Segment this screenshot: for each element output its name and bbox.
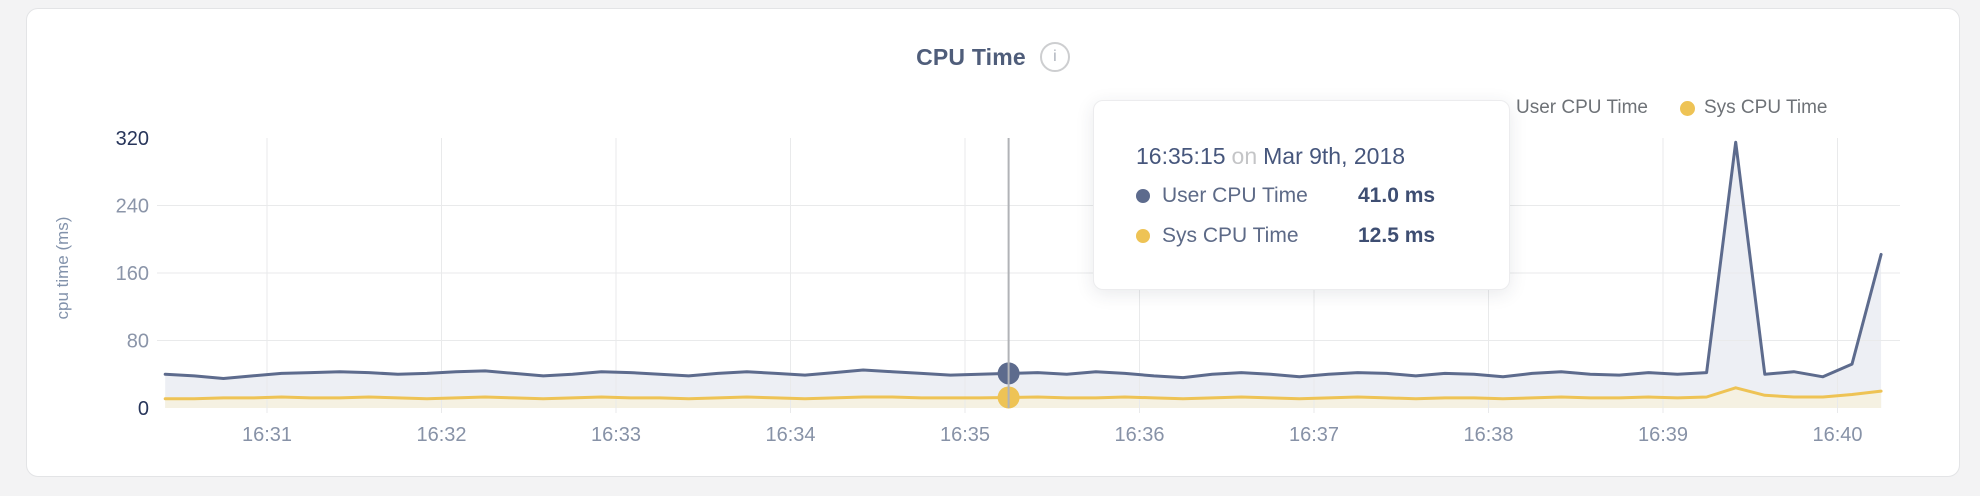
- user-cpu-area: [165, 142, 1882, 408]
- x-tick-label: 16:36: [1114, 424, 1164, 446]
- y-tick-label: 160: [116, 263, 149, 285]
- tooltip-label-user: User CPU Time: [1162, 184, 1308, 207]
- user-cpu-line: [163, 140, 1883, 380]
- info-icon-glyph: i: [1053, 48, 1057, 65]
- tooltip-row-user: User CPU Time 41.0 ms: [1136, 181, 1509, 211]
- tooltip-dot-user-icon: [1136, 189, 1150, 203]
- tooltip-row-sys: Sys CPU Time 12.5 ms: [1136, 221, 1509, 251]
- x-tick-label: 16:33: [591, 424, 641, 446]
- legend-item-sys[interactable]: Sys CPU Time: [1679, 97, 1828, 119]
- tooltip-value-user: 41.0 ms: [1358, 184, 1436, 207]
- y-tick-label: 240: [116, 196, 149, 218]
- tooltip-label-sys: Sys CPU Time: [1162, 224, 1299, 247]
- x-tick-label: 16:31: [242, 424, 292, 446]
- tooltip-value-sys: 12.5 ms: [1358, 224, 1436, 247]
- y-tick-label: 320: [116, 128, 149, 150]
- x-tick-label: 16:35: [940, 424, 990, 446]
- y-tick-label: 0: [138, 398, 149, 420]
- x-tick-label: 16:40: [1812, 424, 1862, 446]
- chart-title: CPU Time: [916, 43, 1026, 70]
- legend: User CPU Time Sys CPU Time: [1492, 97, 1828, 119]
- tooltip-date: Mar 9th, 2018: [1263, 143, 1406, 169]
- tooltip-header: 16:35:15 on Mar 9th, 2018: [1136, 141, 1509, 171]
- tooltip-dot-sys-icon: [1136, 229, 1150, 243]
- chart-tooltip: 16:35:15 on Mar 9th, 2018 User CPU Time 41…: [1093, 100, 1510, 290]
- y-axis-title: cpu time (ms): [53, 217, 72, 320]
- legend-dot-sys-icon: [1679, 100, 1695, 116]
- x-tick-label: 16:39: [1638, 424, 1688, 446]
- tooltip-time: 16:35:15: [1136, 143, 1226, 169]
- y-tick-label: 80: [127, 331, 149, 353]
- legend-label-user: User CPU Time: [1516, 97, 1648, 118]
- x-tick-label: 16:38: [1463, 424, 1513, 446]
- info-icon[interactable]: i: [1039, 42, 1070, 72]
- legend-item-user[interactable]: User CPU Time: [1492, 97, 1648, 119]
- x-tick-label: 16:34: [765, 424, 815, 446]
- tooltip-conjunction: on: [1231, 143, 1258, 169]
- chart-header: CPU Time i: [26, 42, 1960, 72]
- sys-cpu-line: [163, 386, 1883, 401]
- x-tick-label: 16:32: [416, 424, 466, 446]
- legend-label-sys: Sys CPU Time: [1703, 97, 1828, 118]
- x-tick-label: 16:37: [1289, 424, 1339, 446]
